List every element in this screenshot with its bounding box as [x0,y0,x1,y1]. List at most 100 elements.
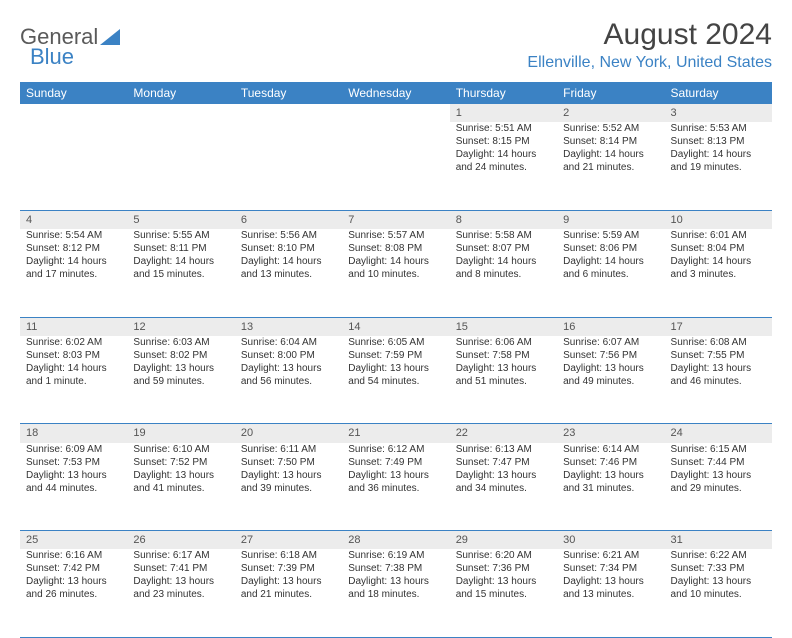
detail-line: Daylight: 13 hours [563,362,658,375]
detail-row: Sunrise: 5:51 AMSunset: 8:15 PMDaylight:… [20,122,772,210]
detail-line: and 21 minutes. [563,161,658,174]
detail-line: Sunset: 8:03 PM [26,349,121,362]
detail-line: Sunrise: 6:12 AM [348,443,443,456]
detail-line: Sunrise: 5:55 AM [133,229,228,242]
day-detail-cell: Sunrise: 6:15 AMSunset: 7:44 PMDaylight:… [665,443,772,531]
day-detail-cell: Sunrise: 6:05 AMSunset: 7:59 PMDaylight:… [342,336,449,424]
header: General August 2024 Ellenville, New York… [20,18,772,72]
detail-line: Sunset: 8:00 PM [241,349,336,362]
daynum-row: 25262728293031 [20,531,772,550]
day-detail-cell: Sunrise: 6:03 AMSunset: 8:02 PMDaylight:… [127,336,234,424]
logo-text-2: Blue [30,44,74,70]
day-number-cell: 21 [342,424,449,443]
detail-line: Daylight: 13 hours [671,575,766,588]
detail-line: and 34 minutes. [456,482,551,495]
detail-line: Sunrise: 5:56 AM [241,229,336,242]
detail-line: Sunset: 8:13 PM [671,135,766,148]
detail-line: Daylight: 13 hours [241,362,336,375]
day-detail-cell: Sunrise: 6:02 AMSunset: 8:03 PMDaylight:… [20,336,127,424]
day-number-cell: 13 [235,317,342,336]
detail-line: and 1 minute. [26,375,121,388]
day-number-cell: 18 [20,424,127,443]
detail-line: Sunrise: 6:01 AM [671,229,766,242]
detail-row: Sunrise: 6:02 AMSunset: 8:03 PMDaylight:… [20,336,772,424]
detail-line: Sunrise: 6:20 AM [456,549,551,562]
detail-line: Sunset: 8:12 PM [26,242,121,255]
day-number-cell: 29 [450,531,557,550]
day-detail-cell: Sunrise: 6:06 AMSunset: 7:58 PMDaylight:… [450,336,557,424]
day-number-cell: 12 [127,317,234,336]
detail-line: Daylight: 13 hours [671,469,766,482]
month-title: August 2024 [527,18,772,52]
day-number-cell: 7 [342,210,449,229]
day-detail-cell: Sunrise: 6:10 AMSunset: 7:52 PMDaylight:… [127,443,234,531]
detail-line: Daylight: 13 hours [563,575,658,588]
day-detail-cell [235,122,342,210]
detail-line: Sunset: 7:39 PM [241,562,336,575]
day-detail-cell: Sunrise: 6:08 AMSunset: 7:55 PMDaylight:… [665,336,772,424]
day-number-cell: 31 [665,531,772,550]
day-detail-cell: Sunrise: 6:12 AMSunset: 7:49 PMDaylight:… [342,443,449,531]
detail-line: Sunset: 7:44 PM [671,456,766,469]
day-detail-cell: Sunrise: 5:51 AMSunset: 8:15 PMDaylight:… [450,122,557,210]
detail-line: Sunrise: 5:52 AM [563,122,658,135]
detail-line: Daylight: 13 hours [26,575,121,588]
day-number-cell: 23 [557,424,664,443]
detail-line: Sunrise: 6:06 AM [456,336,551,349]
detail-row: Sunrise: 6:09 AMSunset: 7:53 PMDaylight:… [20,443,772,531]
day-number-cell: 28 [342,531,449,550]
detail-line: and 36 minutes. [348,482,443,495]
detail-line: Sunset: 8:04 PM [671,242,766,255]
detail-line: Daylight: 14 hours [26,255,121,268]
detail-line: and 10 minutes. [671,588,766,601]
day-number-cell: 22 [450,424,557,443]
day-number-cell: 2 [557,104,664,122]
day-number-cell: 25 [20,531,127,550]
detail-line: Sunset: 7:53 PM [26,456,121,469]
day-detail-cell: Sunrise: 6:09 AMSunset: 7:53 PMDaylight:… [20,443,127,531]
day-detail-cell: Sunrise: 5:55 AMSunset: 8:11 PMDaylight:… [127,229,234,317]
day-header: Friday [557,82,664,104]
day-detail-cell: Sunrise: 5:53 AMSunset: 8:13 PMDaylight:… [665,122,772,210]
detail-line: and 18 minutes. [348,588,443,601]
detail-line: Daylight: 13 hours [133,469,228,482]
day-detail-cell: Sunrise: 5:56 AMSunset: 8:10 PMDaylight:… [235,229,342,317]
day-number-cell [127,104,234,122]
day-detail-cell: Sunrise: 6:11 AMSunset: 7:50 PMDaylight:… [235,443,342,531]
detail-line: Sunset: 7:33 PM [671,562,766,575]
day-number-cell: 5 [127,210,234,229]
detail-line: Sunrise: 6:21 AM [563,549,658,562]
detail-line: and 44 minutes. [26,482,121,495]
detail-line: Daylight: 13 hours [348,469,443,482]
day-detail-cell [342,122,449,210]
day-number-cell: 8 [450,210,557,229]
day-detail-cell: Sunrise: 5:57 AMSunset: 8:08 PMDaylight:… [342,229,449,317]
detail-line: Sunrise: 6:16 AM [26,549,121,562]
daynum-row: 18192021222324 [20,424,772,443]
day-number-cell: 16 [557,317,664,336]
detail-line: Sunrise: 5:57 AM [348,229,443,242]
detail-line: Daylight: 14 hours [241,255,336,268]
location: Ellenville, New York, United States [527,54,772,72]
detail-line: Sunrise: 6:08 AM [671,336,766,349]
detail-line: and 39 minutes. [241,482,336,495]
detail-line: Daylight: 13 hours [671,362,766,375]
day-number-cell [342,104,449,122]
day-header: Monday [127,82,234,104]
detail-line: Daylight: 13 hours [563,469,658,482]
detail-line: and 13 minutes. [241,268,336,281]
detail-line: Sunset: 8:15 PM [456,135,551,148]
day-header: Tuesday [235,82,342,104]
day-detail-cell [20,122,127,210]
day-detail-cell: Sunrise: 5:52 AMSunset: 8:14 PMDaylight:… [557,122,664,210]
detail-line: Sunrise: 6:15 AM [671,443,766,456]
detail-line: and 15 minutes. [456,588,551,601]
detail-line: Sunset: 8:06 PM [563,242,658,255]
detail-line: Daylight: 14 hours [456,255,551,268]
calendar-body: 123Sunrise: 5:51 AMSunset: 8:15 PMDaylig… [20,104,772,637]
day-number-cell: 30 [557,531,664,550]
day-number-cell: 17 [665,317,772,336]
day-detail-cell: Sunrise: 6:21 AMSunset: 7:34 PMDaylight:… [557,549,664,637]
detail-line: Sunset: 7:49 PM [348,456,443,469]
day-detail-cell: Sunrise: 6:22 AMSunset: 7:33 PMDaylight:… [665,549,772,637]
